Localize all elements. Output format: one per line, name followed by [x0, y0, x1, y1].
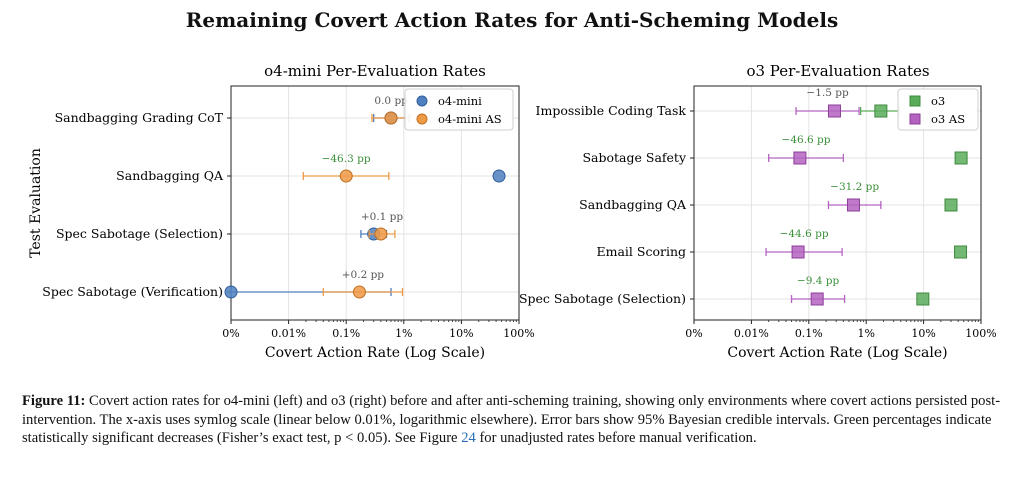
figure-title: Remaining Covert Action Rates for Anti-S… — [185, 8, 839, 32]
figure-caption: Figure 11: Covert action rates for o4-mi… — [22, 392, 1007, 448]
x-tick-label: 0.1% — [795, 327, 823, 340]
data-point-o4-mini — [224, 285, 238, 299]
data-point-o3 — [916, 292, 930, 306]
data-point-o4-mini-as — [352, 285, 366, 299]
plot-frame — [693, 85, 982, 321]
y-tick-label: Sandbagging Grading CoT — [55, 110, 224, 125]
y-tick-label: Spec Sabotage (Verification) — [42, 284, 223, 299]
legend-marker — [909, 113, 921, 125]
caption-text-end: for unadjusted rates before manual verif… — [479, 430, 757, 446]
data-point-o3-as — [791, 245, 805, 259]
o4-mini-chart: o4-mini Per-Evaluation Rates 0% 0.01% 0.1% 1… — [28, 62, 535, 361]
difference-annotation: −9.4 pp — [797, 275, 840, 287]
y-tick-label: Impossible Coding Task — [536, 103, 687, 118]
caption-figure-link[interactable]: 24 — [461, 430, 476, 446]
difference-annotation: +0.1 pp — [361, 211, 404, 223]
x-axis-label: Covert Action Rate (Log Scale) — [727, 345, 947, 361]
legend-box — [404, 88, 514, 131]
data-point-o4-mini — [492, 169, 506, 183]
data-point-o4-mini-as — [374, 227, 388, 241]
x-tick-label: 0% — [685, 327, 702, 340]
caption-text: Covert action rates for o4-mini (left) a… — [22, 393, 1001, 446]
data-point-o3 — [944, 198, 958, 212]
difference-annotation: −1.5 pp — [806, 87, 849, 99]
data-point-o3-as — [793, 151, 807, 165]
data-point-o3-as — [846, 198, 860, 212]
x-tick-label: 0.1% — [332, 327, 360, 340]
x-tick-label: 0% — [222, 327, 239, 340]
legend-label: o4-mini — [438, 94, 482, 108]
legend-marker — [416, 113, 428, 125]
data-point-o3-as — [827, 104, 841, 118]
data-point-o3 — [954, 245, 968, 259]
legend-label: o3 AS — [931, 112, 965, 126]
caption-label: Figure 11: — [22, 393, 86, 409]
difference-annotation: −46.3 pp — [322, 153, 371, 165]
legend-marker — [416, 95, 428, 107]
x-axis-label: Covert Action Rate (Log Scale) — [265, 345, 485, 361]
difference-annotation: −31.2 pp — [830, 181, 879, 193]
difference-annotation: −44.6 pp — [780, 228, 829, 240]
x-tick-label: 1% — [395, 327, 412, 340]
difference-annotation: 0.0 pp — [374, 95, 408, 107]
data-point-o3 — [874, 104, 888, 118]
legend-label: o3 — [931, 94, 945, 108]
y-tick-label: Email Scoring — [596, 244, 686, 259]
legend-marker — [909, 95, 921, 107]
plot-frame — [230, 85, 520, 321]
x-tick-label: 0.01% — [734, 327, 769, 340]
y-tick-label: Spec Sabotage (Selection) — [56, 226, 223, 241]
data-point-o3-as — [810, 292, 824, 306]
y-tick-label: Sabotage Safety — [582, 150, 686, 165]
y-tick-label: Sandbagging QA — [116, 168, 224, 183]
y-tick-label: Sandbagging QA — [579, 197, 687, 212]
y-axis-label: Test Evaluation — [28, 148, 44, 258]
difference-annotation: −46.6 pp — [782, 134, 831, 146]
data-point-o3 — [954, 151, 968, 165]
x-tick-label: 1% — [857, 327, 874, 340]
x-tick-label: 100% — [503, 327, 534, 340]
o3-chart: o3 Per-Evaluation Rates 0% 0.01% 0.1% 1% 10% 1… — [519, 62, 997, 361]
data-point-o4-mini-as — [384, 111, 398, 125]
legend-label: o4-mini AS — [438, 112, 502, 126]
difference-annotation: +0.2 pp — [342, 269, 385, 281]
chart-title: o4-mini Per-Evaluation Rates — [264, 62, 486, 80]
x-tick-label: 100% — [965, 327, 996, 340]
x-tick-label: 10% — [449, 327, 473, 340]
data-point-o4-mini-as — [339, 169, 353, 183]
x-tick-label: 10% — [911, 327, 935, 340]
chart-title: o3 Per-Evaluation Rates — [746, 62, 929, 80]
y-tick-label: Spec Sabotage (Selection) — [519, 291, 686, 306]
x-tick-label: 0.01% — [271, 327, 306, 340]
